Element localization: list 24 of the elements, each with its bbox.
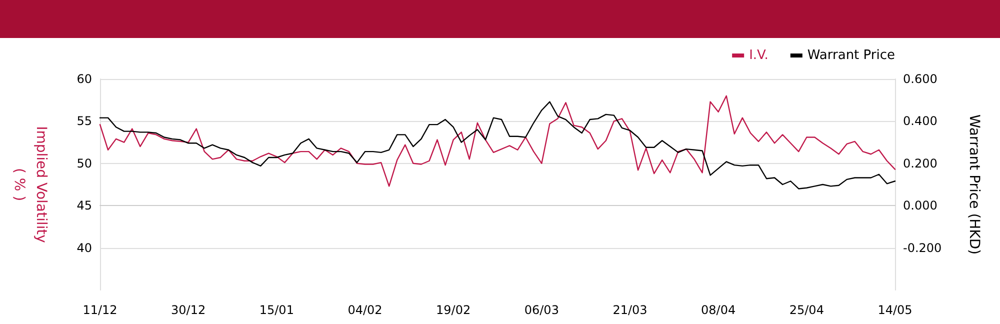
x-tick-label: 19/02 <box>436 303 471 317</box>
y2-tick-label: -0.200 <box>903 240 942 255</box>
y-tick-label: 55 <box>76 114 92 128</box>
y2-tick-label: 0.200 <box>903 156 938 170</box>
x-tick-label: 06/03 <box>524 303 559 317</box>
x-tick-label: 11/12 <box>82 303 118 317</box>
legend-label: I.V. <box>749 48 768 63</box>
y2-tick-label: 0.000 <box>903 198 938 213</box>
x-tick-label: 25/04 <box>789 303 824 317</box>
y-axis-title: Implied Volatility ( % ) <box>11 126 49 243</box>
y2-tick-label: 0.600 <box>903 72 938 86</box>
x-tick-label: 08/04 <box>701 303 736 317</box>
y2-axis-title: Warrant Price (HKD) <box>966 114 982 255</box>
x-tick-label: 21/03 <box>612 303 648 317</box>
x-tick-label: 15/01 <box>259 303 294 317</box>
y-tick-label: 40 <box>76 240 92 255</box>
x-tick-label: 04/02 <box>348 303 382 317</box>
legend-label: Warrant Price <box>807 48 896 63</box>
x-tick-label: 30/12 <box>171 303 206 317</box>
y2-tick-label: 0.400 <box>903 114 938 128</box>
y-tick-label: 50 <box>76 156 92 170</box>
y-tick-label: 45 <box>76 198 92 213</box>
x-tick-label: 14/05 <box>878 303 912 317</box>
y-tick-label: 60 <box>76 72 92 86</box>
